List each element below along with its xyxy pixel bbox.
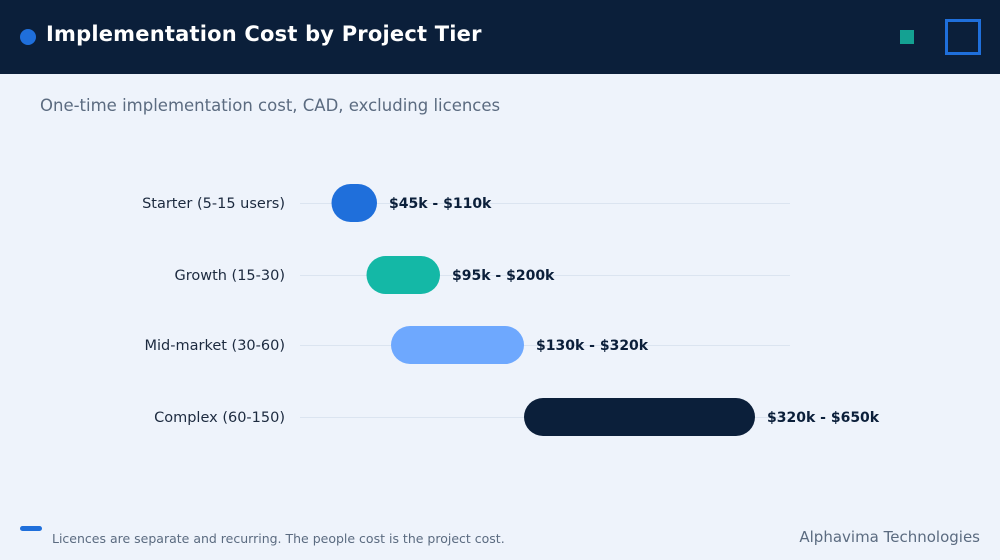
range-value-label: $320k - $650k: [767, 410, 880, 426]
footer-note: Licences are separate and recurring. The…: [52, 531, 505, 546]
category-label: Mid-market (30-60): [145, 338, 286, 354]
range-bar: [366, 256, 440, 294]
range-bar: [331, 184, 377, 222]
category-label: Complex (60-150): [154, 410, 285, 426]
range-bar-chart: Starter (5-15 users) $45k - $110k Growth (…: [142, 184, 880, 436]
range-value-label: $130k - $320k: [536, 338, 649, 354]
category-label: Starter (5-15 users): [142, 196, 285, 212]
chart-subtitle: One-time implementation cost, CAD, exclu…: [40, 96, 501, 115]
range-value-label: $45k - $110k: [389, 196, 492, 212]
range-bar: [524, 398, 755, 436]
header-bar: Implementation Cost by Project Tier: [0, 0, 1000, 74]
page-title: Implementation Cost by Project Tier: [46, 22, 482, 46]
teal-square-icon: [900, 30, 914, 44]
outline-square-icon: [945, 19, 981, 55]
category-label: Growth (15-30): [174, 268, 285, 284]
header-dot-icon: [20, 29, 36, 45]
footer-accent-line: [20, 526, 42, 531]
range-value-label: $95k - $200k: [452, 268, 555, 284]
range-bar: [391, 326, 524, 364]
brand-name: Alphavima Technologies: [799, 528, 980, 546]
